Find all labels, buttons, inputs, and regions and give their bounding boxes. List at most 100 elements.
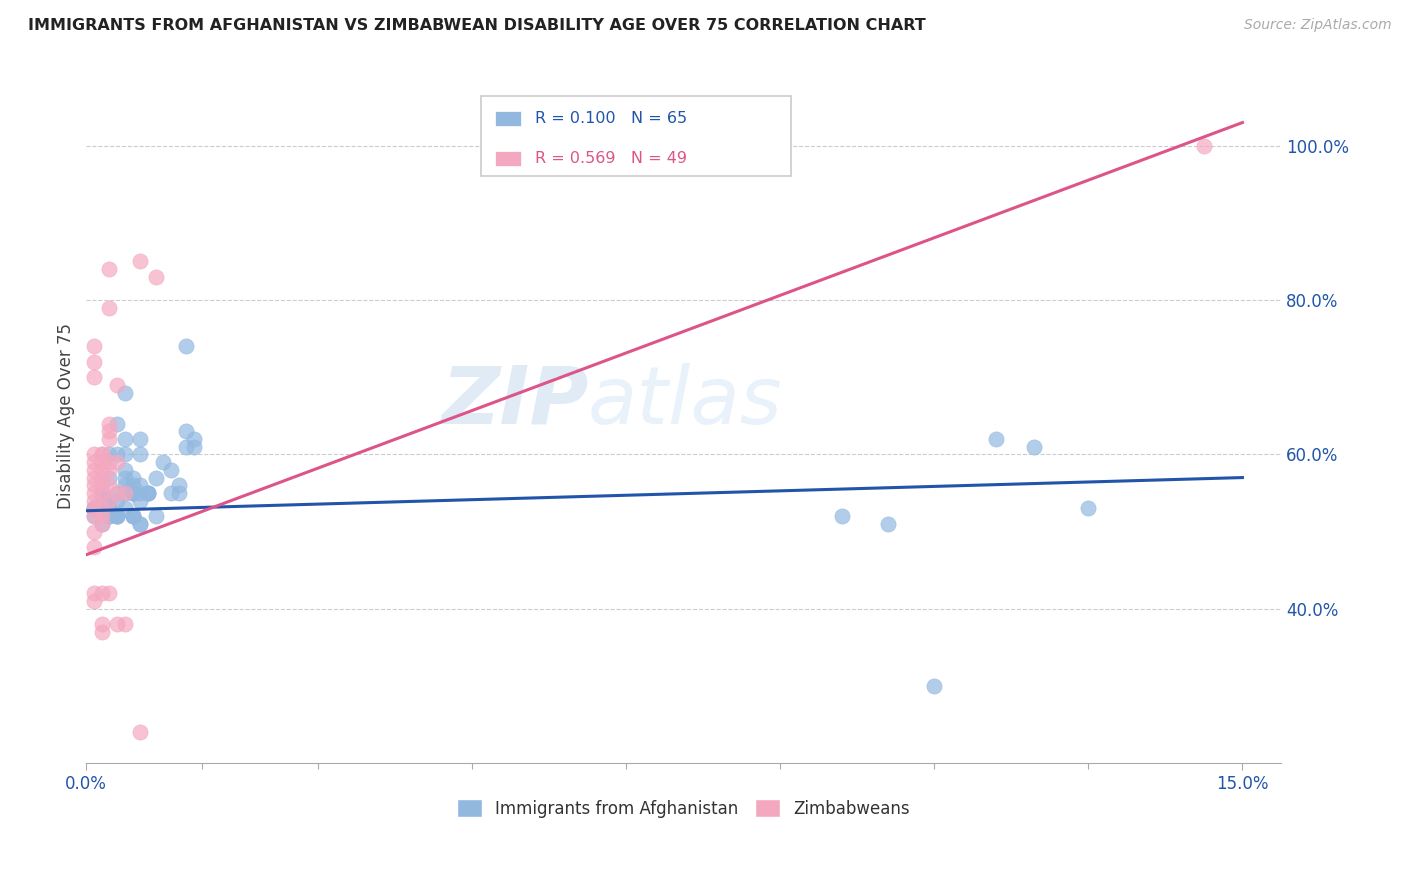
Point (129, 432, 152, 446)
Point (121, 509, 143, 524)
Point (1024, 440, 1046, 454)
Point (145, 470, 167, 484)
Point (129, 254, 152, 268)
Point (98, 470, 121, 484)
Point (105, 509, 128, 524)
Point (83, 463, 105, 477)
Point (90, 447, 112, 461)
Point (114, 478, 136, 492)
Point (114, 486, 136, 500)
Point (121, 478, 143, 492)
Y-axis label: Disability Age Over 75: Disability Age Over 75 (58, 323, 75, 508)
Point (83, 478, 105, 492)
Point (83, 470, 105, 484)
Point (160, 486, 183, 500)
Point (183, 432, 205, 446)
Point (129, 516, 152, 531)
Point (83, 509, 105, 524)
Point (83, 339, 105, 353)
Point (121, 509, 143, 524)
Point (129, 486, 152, 500)
Point (83, 501, 105, 516)
Point (114, 447, 136, 461)
Point (129, 447, 152, 461)
Point (98, 424, 121, 438)
Point (105, 417, 128, 431)
Point (114, 617, 136, 632)
Point (105, 378, 128, 392)
Text: Source: ZipAtlas.com: Source: ZipAtlas.com (1244, 18, 1392, 32)
Point (167, 478, 190, 492)
Point (90, 516, 112, 531)
Point (98, 501, 121, 516)
Point (90, 493, 112, 508)
Point (176, 424, 198, 438)
Point (121, 486, 143, 500)
Point (90, 501, 112, 516)
Point (176, 339, 198, 353)
FancyBboxPatch shape (495, 111, 522, 127)
Point (83, 501, 105, 516)
Point (105, 509, 128, 524)
Point (98, 501, 121, 516)
Point (98, 586, 121, 600)
Point (114, 385, 136, 400)
Text: IMMIGRANTS FROM AFGHANISTAN VS ZIMBABWEAN DISABILITY AGE OVER 75 CORRELATION CHA: IMMIGRANTS FROM AFGHANISTAN VS ZIMBABWEA… (28, 18, 927, 33)
Point (90, 478, 112, 492)
Point (136, 486, 159, 500)
Point (136, 486, 159, 500)
Point (90, 486, 112, 500)
Point (129, 478, 152, 492)
Point (105, 486, 128, 500)
Point (98, 493, 121, 508)
FancyBboxPatch shape (495, 151, 522, 166)
Point (98, 493, 121, 508)
Point (105, 486, 128, 500)
Point (98, 463, 121, 477)
Point (129, 725, 152, 739)
Text: R = 0.569   N = 49: R = 0.569 N = 49 (536, 151, 688, 166)
Point (831, 509, 853, 524)
Point (121, 486, 143, 500)
Point (98, 509, 121, 524)
Point (183, 440, 205, 454)
Point (121, 470, 143, 484)
Point (114, 470, 136, 484)
Point (1192, 138, 1215, 153)
Point (114, 463, 136, 477)
Point (145, 269, 167, 284)
Point (90, 586, 112, 600)
Point (90, 617, 112, 632)
FancyBboxPatch shape (481, 96, 792, 177)
Point (98, 417, 121, 431)
Point (1077, 501, 1099, 516)
Point (152, 455, 174, 469)
Point (90, 624, 112, 639)
Point (876, 516, 898, 531)
Point (90, 486, 112, 500)
Point (98, 432, 121, 446)
Point (129, 516, 152, 531)
Point (984, 432, 1007, 446)
Point (105, 455, 128, 469)
Point (105, 493, 128, 508)
Point (114, 432, 136, 446)
Point (176, 440, 198, 454)
Point (98, 262, 121, 277)
Point (136, 486, 159, 500)
Point (83, 509, 105, 524)
Point (90, 509, 112, 524)
Point (121, 486, 143, 500)
Point (83, 540, 105, 554)
Text: atlas: atlas (588, 363, 783, 441)
Point (114, 501, 136, 516)
Point (105, 509, 128, 524)
Point (83, 486, 105, 500)
Point (83, 355, 105, 369)
Point (90, 470, 112, 484)
Point (98, 478, 121, 492)
Text: ZIP: ZIP (440, 363, 588, 441)
Point (98, 301, 121, 315)
Point (922, 679, 945, 693)
Point (98, 509, 121, 524)
